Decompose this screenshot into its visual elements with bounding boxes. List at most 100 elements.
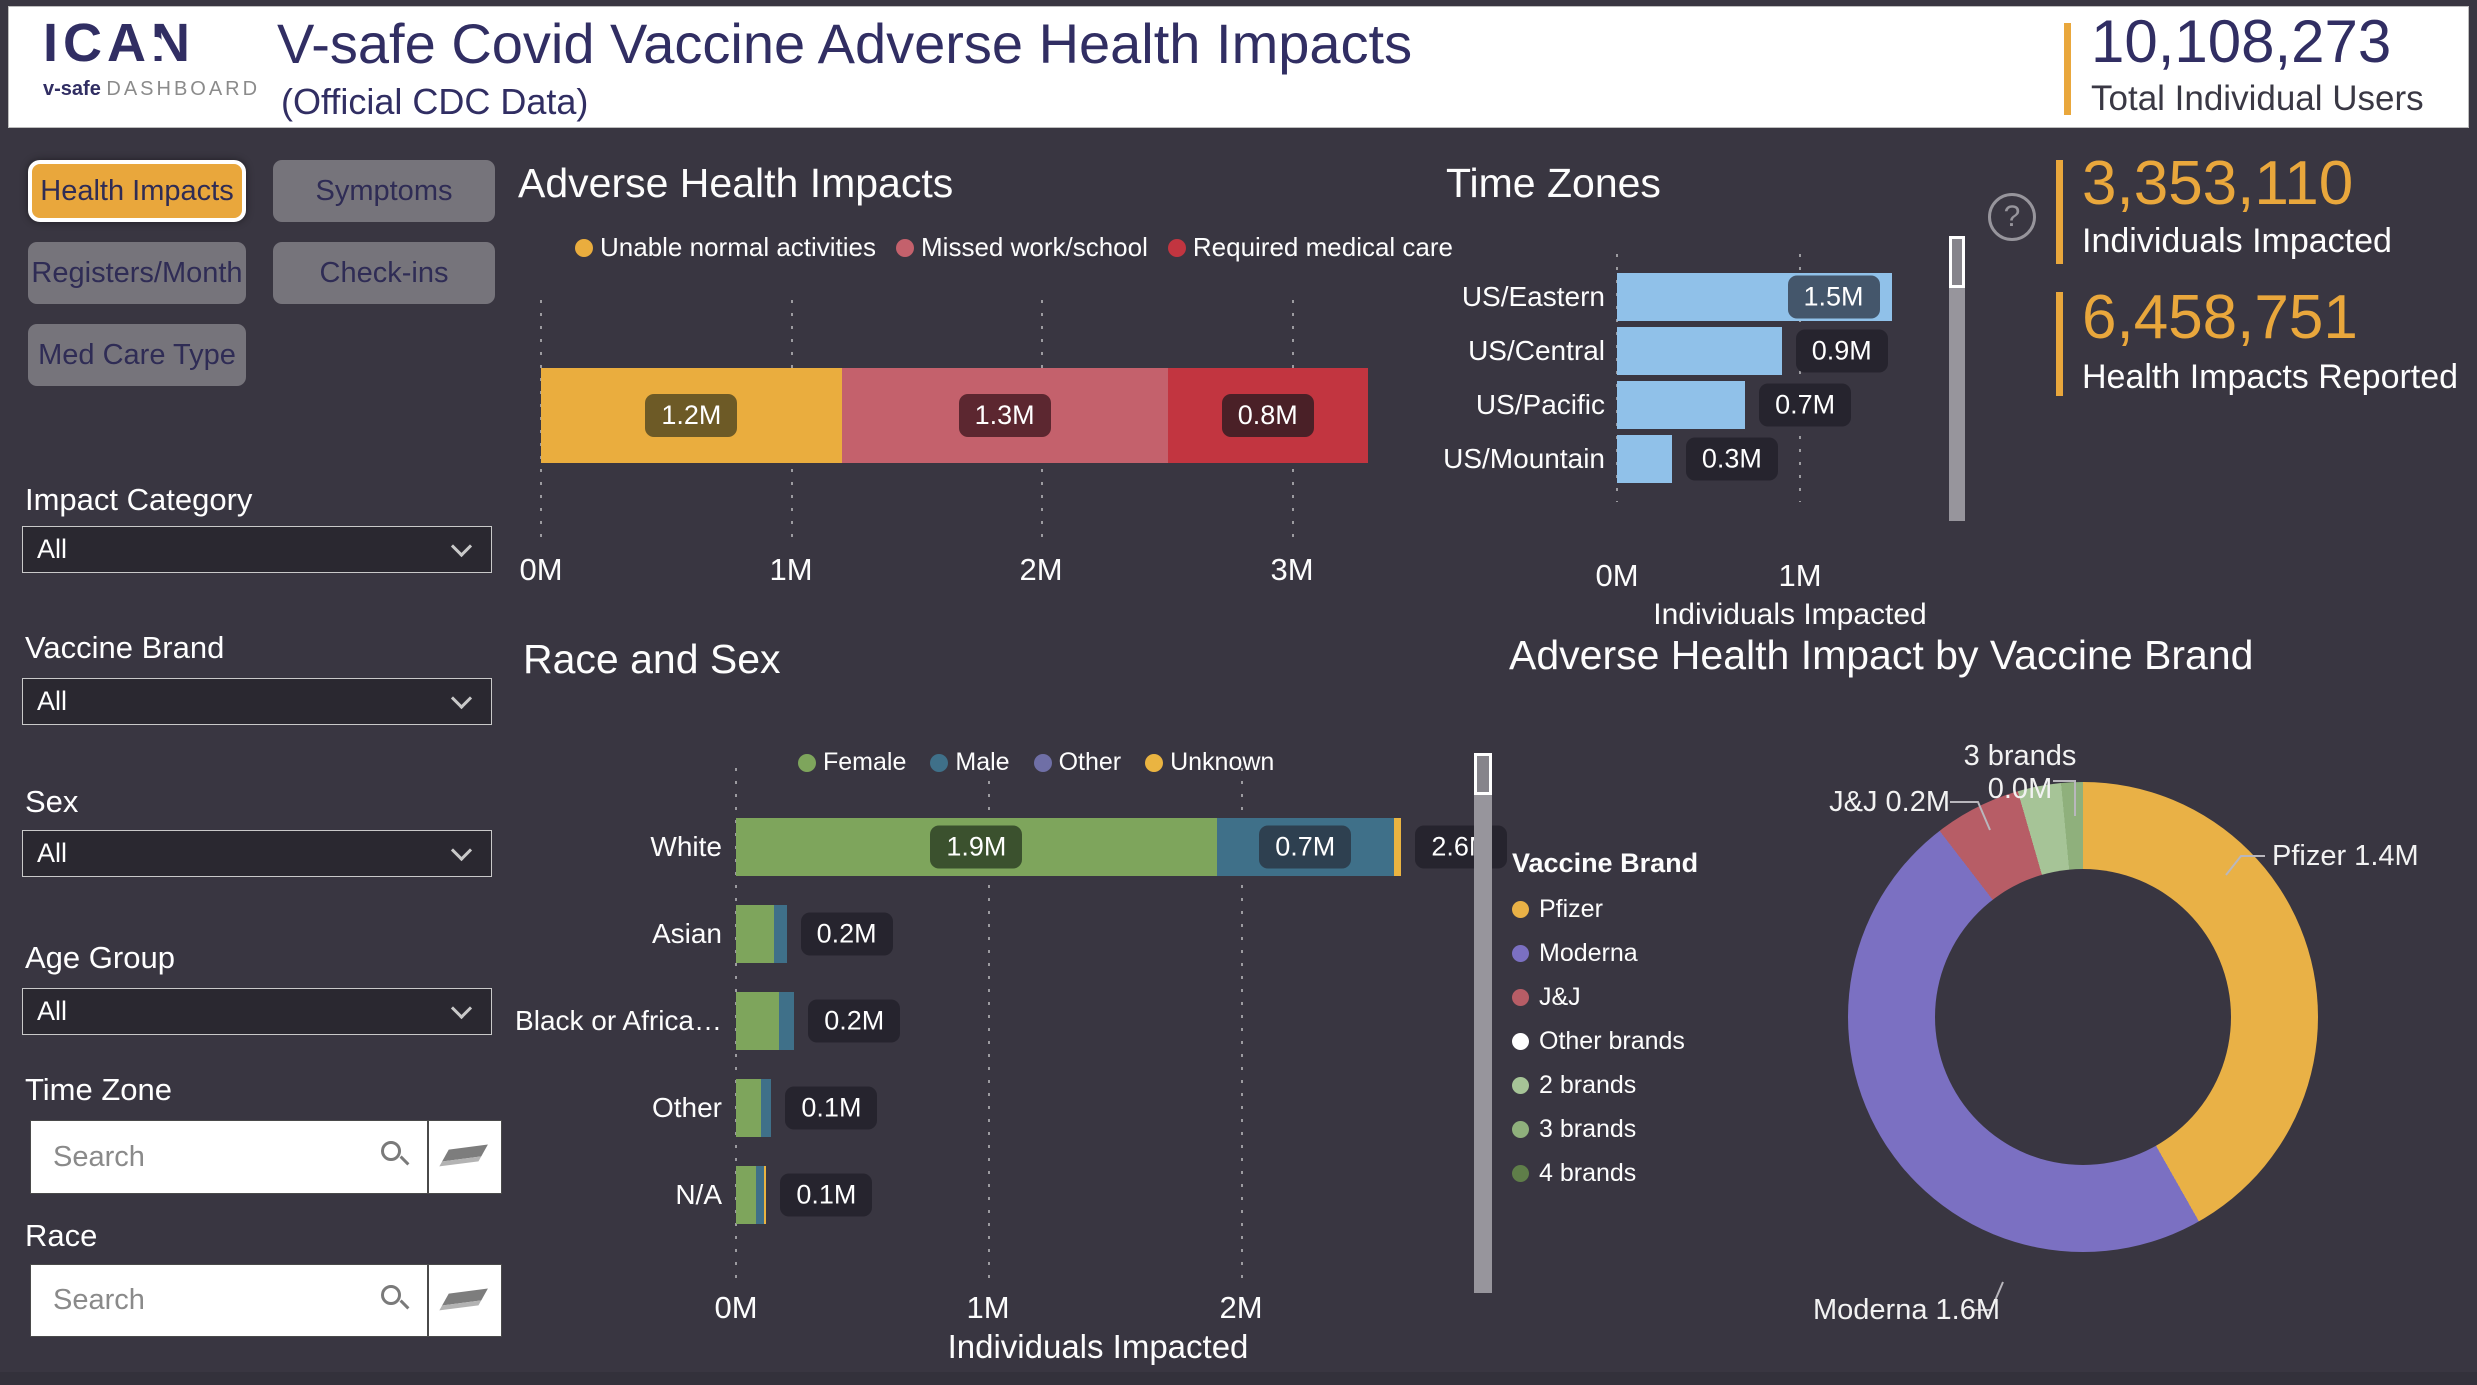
callout-jj: J&J 0.2M (1829, 786, 1950, 818)
segment-unknown[interactable] (1393, 818, 1402, 876)
tz-bar-us-mountain[interactable] (1617, 435, 1672, 483)
segment-female[interactable] (736, 1166, 757, 1224)
time-zone-label: Time Zone (25, 1072, 173, 1107)
legend-dot (1512, 944, 1529, 962)
segment-female[interactable] (736, 992, 779, 1050)
legend-unable-normal-activities[interactable]: Unable normal activities (575, 232, 876, 263)
kpi-accent-bar (2056, 160, 2063, 264)
race-label: Race (25, 1218, 98, 1253)
sex-dropdown[interactable]: All (22, 830, 492, 877)
legend-dot (1512, 1032, 1529, 1050)
vaccine-brand-legend: Vaccine Brand Pfizer Moderna J&J Other b… (1512, 848, 1698, 1195)
legend-other[interactable]: Other (1033, 748, 1121, 777)
race-category-na: N/A (675, 1179, 722, 1210)
segment-female[interactable] (736, 905, 774, 963)
bar-value-badge: 0.3M (1685, 437, 1778, 481)
ahi-segment-required-medical-care[interactable]: 0.8M (1167, 368, 1368, 463)
eraser-icon (442, 1144, 488, 1162)
race-category-other: Other (651, 1092, 722, 1123)
tz-bar-us-pacific[interactable] (1617, 381, 1746, 429)
race-x-tick: 0M (714, 1290, 758, 1325)
legend-jj[interactable]: J&J (1512, 975, 1698, 1019)
legend-male[interactable]: Male (930, 748, 1010, 777)
bar-total-badge: 0.1M (785, 1086, 878, 1130)
ahi-x-tick: 1M (769, 552, 813, 587)
legend-unknown[interactable]: Unknown (1145, 748, 1274, 777)
segment-female[interactable] (736, 1079, 762, 1137)
bar-value-badge: 0.8M (1221, 394, 1314, 437)
time-zones-chart-title: Time Zones (1446, 160, 1661, 206)
impact-category-label: Impact Category (25, 482, 253, 517)
legend-4-brands[interactable]: 4 brands (1512, 1151, 1698, 1195)
legend-required-medical-care[interactable]: Required medical care (1167, 232, 1453, 263)
time-zone-search-input[interactable] (31, 1121, 427, 1193)
gridline (1616, 254, 1618, 502)
bar-value-badge: 1.2M (645, 394, 738, 437)
race-x-tick: 2M (1219, 1290, 1263, 1325)
bar-value-badge: 1.9M (930, 825, 1023, 869)
donut-hole (1935, 869, 2231, 1165)
ahi-chart-title: Adverse Health Impacts (518, 160, 954, 206)
chevron-down-icon (450, 997, 473, 1020)
help-icon[interactable]: ? (1988, 193, 2036, 241)
bar-total-badge: 0.1M (780, 1173, 873, 1217)
legend-3-brands[interactable]: 3 brands (1512, 1107, 1698, 1151)
legend-dot (1512, 1076, 1529, 1094)
legend-other-brands[interactable]: Other brands (1512, 1019, 1698, 1063)
race-scrollbar-thumb[interactable] (1474, 753, 1492, 795)
bar-value-badge: 1.5M (1787, 275, 1880, 319)
impact-category-dropdown[interactable]: All (22, 526, 492, 573)
race-search-input[interactable] (31, 1265, 427, 1336)
nav-med-care-type[interactable]: Med Care Type (28, 324, 246, 386)
nav-check-ins[interactable]: Check-ins (273, 242, 495, 304)
search-icon (381, 1285, 411, 1315)
segment-unknown[interactable] (763, 1166, 767, 1224)
segment-male[interactable] (773, 905, 787, 963)
legend-pfizer[interactable]: Pfizer (1512, 887, 1698, 931)
chevron-down-icon (450, 535, 473, 558)
segment-male[interactable] (756, 1166, 764, 1224)
page-title: V-safe Covid Vaccine Adverse Health Impa… (277, 12, 1413, 75)
callout-moderna: Moderna 1.6M (1813, 1294, 2000, 1326)
search-icon (381, 1141, 411, 1171)
tz-scrollbar-thumb[interactable] (1949, 236, 1965, 288)
tz-scrollbar[interactable] (1949, 236, 1965, 521)
time-zone-search (30, 1120, 428, 1194)
vaccine-brand-dropdown[interactable]: All (22, 678, 492, 725)
nav-registers-month[interactable]: Registers/Month (28, 242, 246, 304)
ahi-x-tick: 0M (519, 552, 563, 587)
ican-logo: ICAN v-safe DASHBOARD (43, 15, 273, 101)
legend-female[interactable]: Female (798, 748, 906, 777)
legend-missed-work-school[interactable]: Missed work/school (896, 232, 1148, 263)
total-users-value: 10,108,273 (2091, 8, 2392, 75)
legend-2-brands[interactable]: 2 brands (1512, 1063, 1698, 1107)
tz-x-axis-label: Individuals Impacted (1653, 598, 1927, 631)
race-sex-chart-title: Race and Sex (523, 636, 781, 682)
nav-health-impacts[interactable]: Health Impacts (28, 160, 246, 222)
vaccine-brand-chart-title: Adverse Health Impact by Vaccine Brand (1509, 632, 2254, 678)
nav-symptoms[interactable]: Symptoms (273, 160, 495, 222)
ahi-segment-unable-normal-activities[interactable]: 1.2M (541, 368, 842, 463)
legend-dot (575, 238, 593, 257)
bar-value-badge: 0.7M (1759, 383, 1852, 427)
race-clear-button[interactable] (428, 1264, 502, 1337)
race-category-black: Black or Africa… (515, 1005, 722, 1036)
age-group-dropdown[interactable]: All (22, 988, 492, 1035)
legend-moderna[interactable]: Moderna (1512, 931, 1698, 975)
time-zone-clear-button[interactable] (428, 1120, 502, 1194)
kpi-accent-bar (2064, 23, 2071, 115)
ahi-stacked-bar: 1.2M 1.3M 0.8M (541, 368, 1368, 463)
race-scrollbar[interactable] (1474, 753, 1492, 1293)
individuals-impacted-value: 3,353,110 (2082, 149, 2354, 218)
header: ICAN v-safe DASHBOARD V-safe Covid Vacci… (8, 6, 2469, 128)
eraser-icon (442, 1288, 488, 1306)
vaccine-brand-label: Vaccine Brand (25, 630, 225, 665)
gridline (1241, 768, 1243, 1282)
kpi-accent-bar (2056, 292, 2063, 396)
tz-bar-us-central[interactable] (1617, 327, 1782, 375)
ahi-segment-missed-work-school[interactable]: 1.3M (841, 368, 1168, 463)
segment-male[interactable] (761, 1079, 772, 1137)
segment-male[interactable] (779, 992, 795, 1050)
legend-dot (1512, 988, 1529, 1006)
